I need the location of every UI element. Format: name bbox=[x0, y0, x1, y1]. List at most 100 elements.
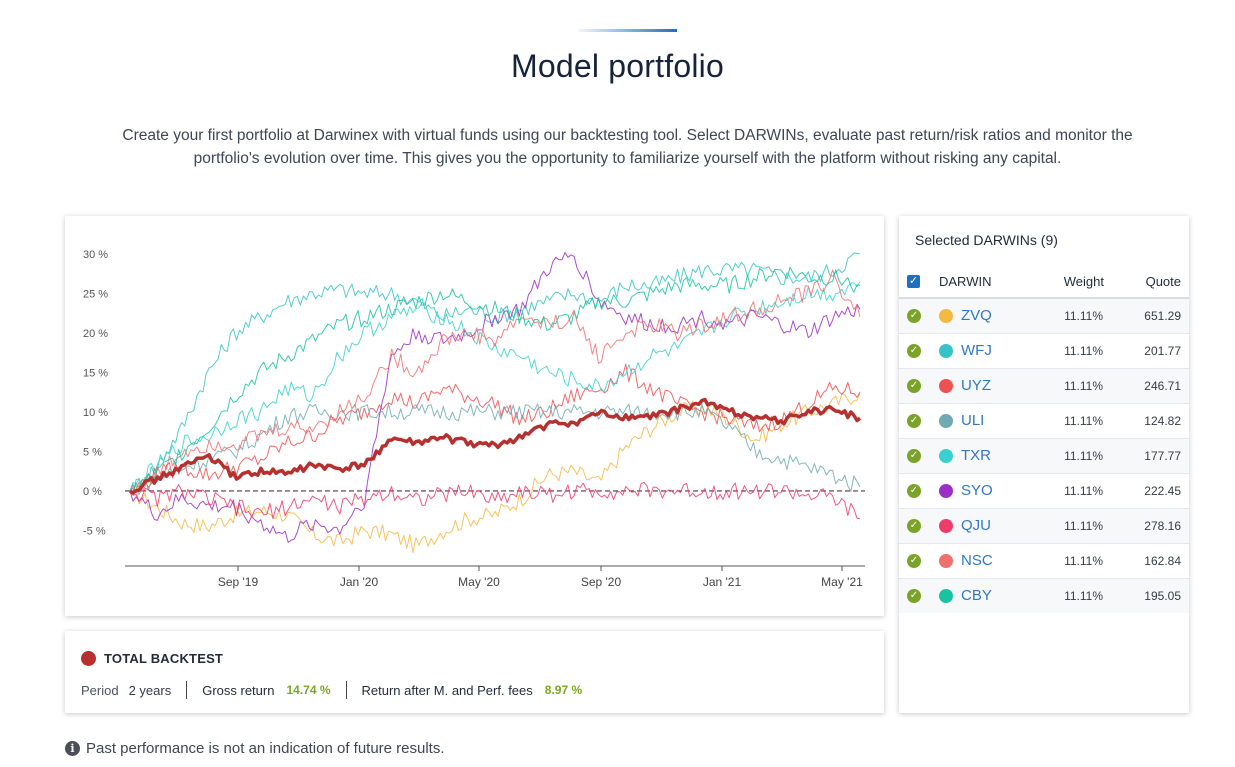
gross-return-value: 14.74 % bbox=[286, 683, 331, 697]
select-all-checkbox[interactable]: ✓ bbox=[907, 275, 920, 288]
y-tick-label: 10 % bbox=[83, 407, 108, 419]
darwins-list: ✓ ZVQ 11.11% 651.29 ✓ WFJ 11.11% 201.77 ✓ UYZ 11.1… bbox=[899, 299, 1189, 613]
darwin-name-link[interactable]: TXR bbox=[961, 447, 991, 464]
backtest-summary: TOTAL BACKTEST Period 2 years Gross retu… bbox=[65, 631, 884, 713]
darwin-name-link[interactable]: UYZ bbox=[961, 377, 991, 394]
x-tick-label: Jan '21 bbox=[703, 575, 742, 589]
darwin-row[interactable]: ✓ TXR 11.11% 177.77 bbox=[899, 439, 1189, 474]
y-tick-label: 20 % bbox=[83, 328, 108, 340]
y-tick-label: 5 % bbox=[83, 446, 102, 458]
col-darwin[interactable]: DARWIN bbox=[939, 274, 992, 289]
y-tick-label: 0 % bbox=[83, 486, 102, 498]
darwin-name-link[interactable]: SYO bbox=[961, 482, 993, 499]
backtest-title: TOTAL BACKTEST bbox=[81, 651, 223, 666]
series-color-dot bbox=[939, 414, 953, 428]
backtest-title-label: TOTAL BACKTEST bbox=[104, 651, 224, 666]
darwin-name-link[interactable]: ZVQ bbox=[961, 307, 992, 324]
y-tick-label: 30 % bbox=[83, 249, 108, 261]
darwin-weight: 11.11% bbox=[1064, 414, 1103, 428]
y-tick-label: 25 % bbox=[83, 288, 108, 300]
selected-darwins-panel: Selected DARWINs (9) ✓ DARWIN Weight Quo… bbox=[899, 216, 1189, 713]
title-accent-line bbox=[578, 29, 677, 32]
series-color-dot bbox=[939, 484, 953, 498]
y-tick-label: 15 % bbox=[83, 367, 108, 379]
series-line-txr bbox=[129, 281, 861, 492]
series-line-cby bbox=[129, 266, 861, 493]
divider bbox=[186, 681, 188, 699]
darwin-quote: 162.84 bbox=[1144, 554, 1181, 568]
selected-check-icon[interactable]: ✓ bbox=[907, 589, 921, 603]
period-label: Period bbox=[81, 682, 119, 698]
darwin-weight: 11.11% bbox=[1064, 554, 1103, 568]
disclaimer: i Past performance is not an indication … bbox=[65, 740, 445, 757]
x-tick-label: May '21 bbox=[821, 575, 863, 589]
darwin-name-link[interactable]: ULI bbox=[961, 412, 985, 429]
series-color-dot bbox=[939, 344, 953, 358]
darwin-weight: 11.11% bbox=[1064, 379, 1103, 393]
series-line-qju bbox=[129, 481, 861, 520]
darwin-weight: 11.11% bbox=[1064, 344, 1103, 358]
selected-check-icon[interactable]: ✓ bbox=[907, 379, 921, 393]
y-tick-label: -5 % bbox=[83, 525, 106, 537]
intro-text: Create your first portfolio at Darwinex … bbox=[122, 127, 1133, 167]
darwin-name-link[interactable]: WFJ bbox=[961, 342, 992, 359]
darwin-row[interactable]: ✓ SYO 11.11% 222.45 bbox=[899, 474, 1189, 509]
info-icon: i bbox=[65, 741, 80, 756]
darwin-weight: 11.11% bbox=[1064, 589, 1103, 603]
darwin-quote: 278.16 bbox=[1144, 519, 1181, 533]
selected-check-icon[interactable]: ✓ bbox=[907, 309, 921, 323]
page-title: Model portfolio bbox=[511, 48, 724, 84]
col-weight[interactable]: Weight bbox=[1063, 274, 1104, 289]
selected-check-icon[interactable]: ✓ bbox=[907, 414, 921, 428]
selected-darwins-header: Selected DARWINs (9) bbox=[915, 232, 1058, 248]
x-tick-label: May '20 bbox=[458, 575, 500, 589]
backtest-chart-card: 30 % 25 % 20 % 15 % 10 % 5 % 0 % -5 % Sep '19 Jan… bbox=[65, 216, 884, 616]
selected-check-icon[interactable]: ✓ bbox=[907, 554, 921, 568]
selected-check-icon[interactable]: ✓ bbox=[907, 519, 921, 533]
darwin-quote: 222.45 bbox=[1144, 484, 1181, 498]
darwin-weight: 11.11% bbox=[1064, 449, 1103, 463]
disclaimer-text: Past performance is not an indication of… bbox=[86, 740, 445, 757]
selected-check-icon[interactable]: ✓ bbox=[907, 484, 921, 498]
series-line-uli bbox=[129, 403, 861, 495]
darwin-name-link[interactable]: NSC bbox=[961, 552, 993, 569]
darwin-weight: 11.11% bbox=[1064, 484, 1103, 498]
backtest-color-dot bbox=[81, 651, 96, 666]
series-line-uyz bbox=[129, 363, 861, 492]
darwin-name-link[interactable]: CBY bbox=[961, 587, 992, 604]
gross-return-label: Gross return bbox=[202, 682, 275, 698]
net-return-label: Return after M. and Perf. fees bbox=[361, 682, 533, 698]
x-tick-label: Jan '20 bbox=[340, 575, 379, 589]
darwin-quote: 195.05 bbox=[1144, 589, 1181, 603]
series-line-total-backtest bbox=[128, 397, 862, 495]
x-tick-label: Sep '19 bbox=[218, 575, 259, 589]
series-line-wfj bbox=[129, 252, 861, 496]
series-color-dot bbox=[939, 589, 953, 603]
x-tick-label: Sep '20 bbox=[581, 575, 622, 589]
darwin-row[interactable]: ✓ ZVQ 11.11% 651.29 bbox=[899, 299, 1189, 334]
col-quote[interactable]: Quote bbox=[1145, 274, 1181, 289]
backtest-chart[interactable]: 30 % 25 % 20 % 15 % 10 % 5 % 0 % -5 % Sep '19 Jan… bbox=[65, 216, 884, 616]
darwin-quote: 124.82 bbox=[1144, 414, 1181, 428]
darwin-quote: 651.29 bbox=[1144, 309, 1181, 323]
series-line-nsc bbox=[129, 269, 861, 492]
net-return-value: 8.97 % bbox=[544, 683, 583, 697]
darwin-row[interactable]: ✓ ULI 11.11% 124.82 bbox=[899, 404, 1189, 439]
darwin-name-link[interactable]: QJU bbox=[961, 517, 991, 534]
divider bbox=[345, 681, 347, 699]
series-color-dot bbox=[939, 309, 953, 323]
series-color-dot bbox=[939, 449, 953, 463]
darwin-quote: 246.71 bbox=[1144, 379, 1181, 393]
darwin-row[interactable]: ✓ NSC 11.11% 162.84 bbox=[899, 544, 1189, 579]
darwin-row[interactable]: ✓ QJU 11.11% 278.16 bbox=[899, 509, 1189, 544]
darwin-weight: 11.11% bbox=[1064, 309, 1103, 323]
selected-check-icon[interactable]: ✓ bbox=[907, 344, 921, 358]
darwin-row[interactable]: ✓ WFJ 11.11% 201.77 bbox=[899, 334, 1189, 369]
period-value: 2 years bbox=[128, 682, 172, 698]
selected-check-icon[interactable]: ✓ bbox=[907, 449, 921, 463]
darwin-quote: 177.77 bbox=[1144, 449, 1181, 463]
series-color-dot bbox=[939, 554, 953, 568]
backtest-stats: Period 2 years Gross return 14.74 % Retu… bbox=[81, 681, 582, 699]
darwin-row[interactable]: ✓ CBY 11.11% 195.05 bbox=[899, 579, 1189, 613]
darwin-row[interactable]: ✓ UYZ 11.11% 246.71 bbox=[899, 369, 1189, 404]
